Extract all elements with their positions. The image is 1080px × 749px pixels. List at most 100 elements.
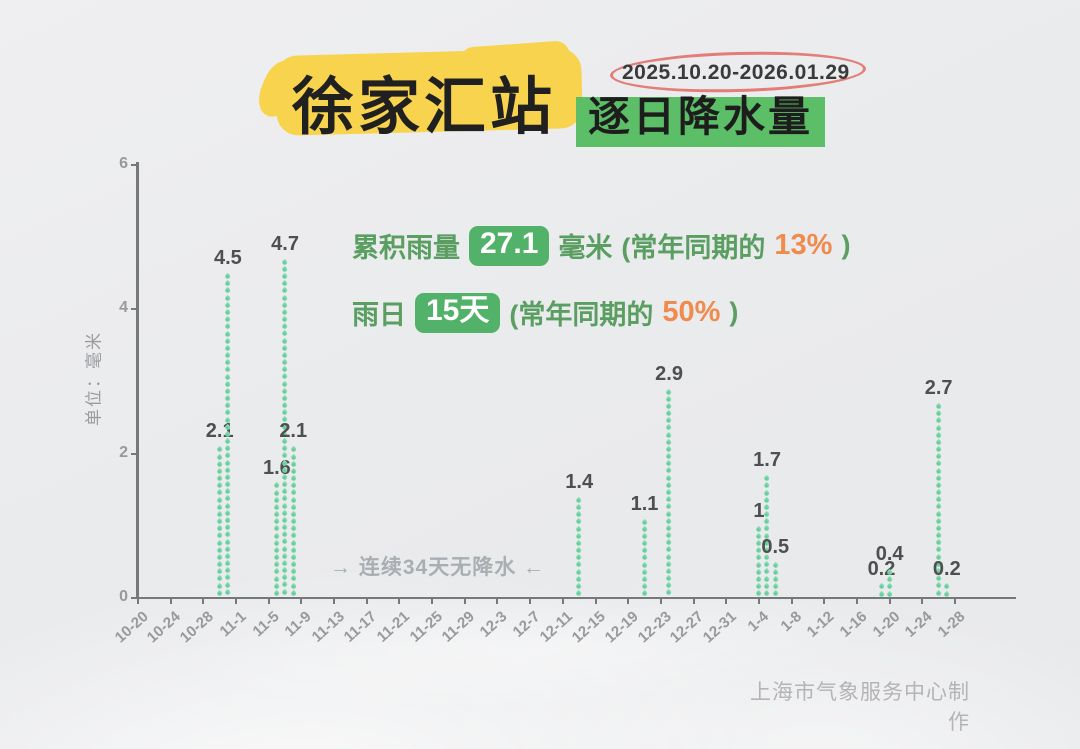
x-tick-label: 1-12 (803, 608, 838, 641)
raindrop-icon (763, 525, 771, 533)
bar-value-label: 1.7 (753, 449, 781, 472)
x-tick-label: 1-8 (777, 608, 805, 636)
x-tick-mark (463, 599, 466, 604)
percent-of-normal: 13% (774, 229, 833, 262)
x-tick-mark (496, 599, 499, 604)
raindrop-icon (934, 503, 943, 511)
raindrop-icon (943, 590, 951, 599)
raindrop-icon (665, 510, 673, 519)
x-tick-mark (300, 599, 303, 604)
precip-bar (574, 496, 584, 598)
raindrop-icon (224, 287, 232, 295)
x-tick-mark (137, 599, 139, 604)
raindrop-icon (575, 575, 583, 584)
percent-of-normal: 50% (662, 296, 721, 329)
bar-value-label: 2.1 (205, 420, 234, 443)
raindrop-icon (575, 525, 583, 534)
raindrop-icon (575, 582, 583, 591)
raindrop-icon (665, 560, 673, 569)
x-tick-mark (823, 599, 826, 604)
raindrop-icon (665, 589, 673, 597)
raindrop-icon (934, 460, 943, 468)
raindrop-icon (763, 496, 771, 505)
raindrop-icon (281, 387, 289, 396)
x-tick-mark (365, 599, 368, 604)
x-tick-label: 11-29 (438, 608, 479, 646)
y-axis-line (136, 162, 139, 599)
raindrop-icon (885, 583, 894, 591)
raindrop-icon (665, 524, 673, 533)
x-tick-label: 1-20 (869, 608, 904, 641)
x-tick-mark (692, 599, 695, 604)
x-tick-mark (725, 599, 728, 604)
raindrop-icon (224, 495, 232, 503)
x-tick-mark (169, 599, 172, 604)
date-range-label: 2025.10.20-2026.01.29 (622, 61, 850, 84)
raindrop-icon (224, 538, 232, 547)
raindrop-icon (224, 502, 232, 511)
x-tick-label: 1-28 (934, 608, 969, 641)
x-tick-mark (202, 599, 205, 604)
raindrop-icon (665, 431, 673, 440)
x-tick-mark (267, 599, 270, 604)
x-tick-mark (757, 599, 760, 604)
bar-value-label: 2.9 (655, 362, 683, 385)
x-tick-label: 10-24 (144, 608, 185, 647)
raindrop-icon (224, 459, 232, 468)
raindrop-icon (763, 482, 771, 490)
precip-bar (770, 561, 780, 598)
raindrop-icon (771, 590, 780, 598)
raindrop-icon (224, 416, 232, 425)
raindrop-icon (665, 481, 673, 490)
raindrop-icon (665, 424, 673, 432)
bar-value-label: 0.5 (761, 535, 790, 558)
x-tick-label: 10-20 (111, 608, 152, 647)
precip-bar (640, 518, 650, 598)
raindrop-icon (763, 489, 771, 498)
x-tick-label: 11-1 (216, 608, 250, 641)
raindrop-icon (224, 452, 232, 460)
bar-value-label: 0.4 (875, 543, 904, 566)
raindrop-icon (934, 546, 943, 554)
precip-bar (288, 446, 298, 598)
station-title: 徐家汇站 (292, 73, 557, 142)
x-tick-label: 12-23 (634, 608, 675, 647)
bar-value-label: 1.6 (262, 456, 291, 479)
y-tick-mark (131, 597, 137, 599)
x-axis-line (136, 596, 1016, 599)
y-tick-label: 6 (119, 155, 128, 172)
bar-value-label: 4.5 (213, 247, 242, 270)
raindrop-icon (281, 344, 289, 353)
x-tick-label: 12-15 (569, 608, 609, 647)
raindrop-icon (575, 496, 583, 505)
x-tick-mark (921, 599, 924, 604)
rainfall-value-badge: 27.1 (469, 226, 550, 266)
y-tick-mark (131, 164, 137, 166)
raindrop-icon (665, 388, 673, 397)
raindrop-icon (224, 323, 232, 331)
raindrop-icon (224, 581, 232, 590)
x-tick-label: 1-16 (836, 608, 871, 641)
x-tick-mark (398, 599, 401, 604)
raindrop-icon (281, 380, 289, 389)
x-tick-label: 11-21 (373, 608, 413, 646)
x-tick-label: 12-3 (477, 608, 511, 641)
x-tick-mark (790, 599, 793, 604)
x-tick-mark (659, 599, 662, 604)
raindrop-icon (281, 330, 289, 338)
precip-bar (664, 388, 674, 598)
paren-close: ) (729, 297, 739, 328)
x-tick-mark (888, 599, 891, 604)
raindrop-icon (281, 294, 289, 303)
x-tick-label: 1-4 (744, 608, 773, 636)
x-tick-mark (529, 599, 532, 604)
raindrop-icon (665, 546, 673, 554)
y-tick-label: 2 (119, 443, 128, 461)
x-tick-mark (627, 599, 630, 604)
precip-bar (942, 583, 952, 599)
rainy-days-summary: 雨日 15天 (常年同期的 50% ) (352, 293, 738, 333)
raindrop-icon (665, 395, 673, 404)
x-tick-mark (235, 599, 238, 604)
raindrop-icon (281, 373, 289, 381)
